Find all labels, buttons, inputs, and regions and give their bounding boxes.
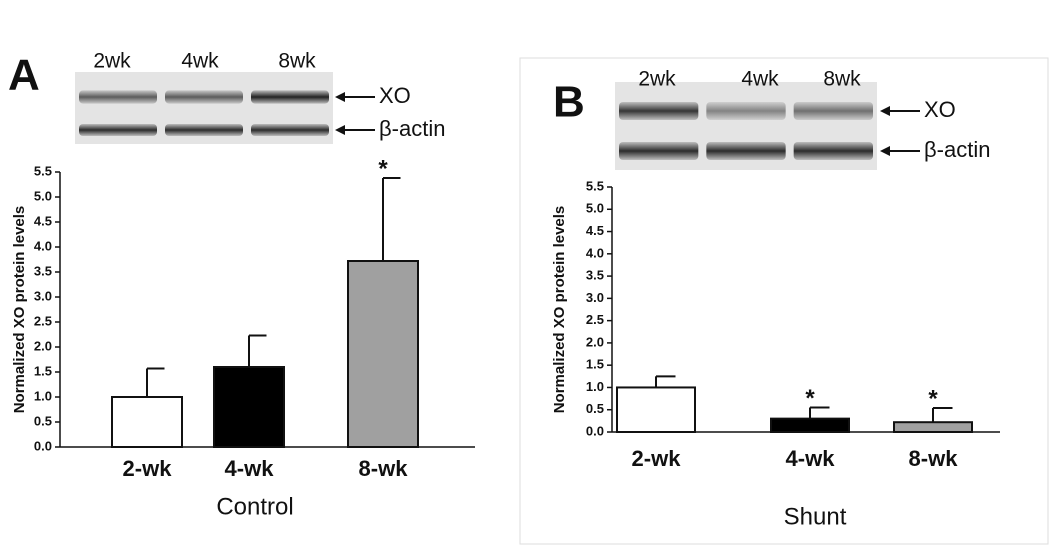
panel-label: A (8, 51, 40, 100)
blot-band (793, 102, 873, 120)
y-tick-label: 3.0 (586, 290, 604, 305)
blot-lane-label: 2wk (93, 50, 131, 73)
blot-row-label: β-actin (924, 137, 990, 162)
y-tick-label: 3.0 (34, 288, 52, 303)
x-axis-label: Shunt (784, 503, 847, 530)
y-axis-label: Normalized XO protein levels (11, 206, 28, 414)
y-axis-label: Normalized XO protein levels (551, 206, 568, 414)
x-tick-label: 2-wk (632, 446, 682, 471)
blot-band (793, 142, 873, 160)
y-tick-label: 0.5 (586, 401, 604, 416)
blot-arrowhead (335, 92, 345, 102)
blot-row-label: XO (924, 97, 956, 122)
y-tick-label: 2.0 (34, 338, 52, 353)
blot-lane-label: 8wk (823, 68, 861, 91)
blot-lane-label: 4wk (181, 50, 219, 73)
y-tick-label: 2.5 (586, 312, 604, 327)
y-tick-label: 5.0 (586, 201, 604, 216)
blot-band (619, 142, 699, 160)
blot-band (706, 102, 786, 120)
y-tick-label: 3.5 (586, 268, 604, 283)
blot-band (619, 102, 699, 120)
panel-border (519, 57, 1049, 545)
y-tick-label: 4.0 (34, 238, 52, 253)
y-tick-label: 1.5 (586, 357, 604, 372)
blot-row-label: XO (379, 83, 411, 108)
blot-band (706, 142, 786, 160)
x-tick-label: 2-wk (123, 456, 173, 481)
y-tick-label: 1.0 (34, 388, 52, 403)
bar (213, 366, 285, 448)
blot-band (79, 124, 157, 136)
y-tick-label: 5.0 (34, 188, 52, 203)
bar (770, 417, 850, 433)
blot-arrowhead (880, 106, 890, 116)
blot-band (165, 90, 243, 104)
y-tick-label: 4.5 (34, 213, 52, 228)
blot-arrowhead (880, 146, 890, 156)
y-tick-label: 0.5 (34, 413, 52, 428)
significance-marker: * (805, 385, 815, 412)
y-tick-label: 0.0 (34, 438, 52, 453)
blot-band (251, 124, 329, 136)
y-tick-label: 5.5 (34, 163, 52, 178)
x-tick-label: 4-wk (225, 456, 275, 481)
bar (347, 260, 419, 448)
blot-row-label: β-actin (379, 116, 445, 141)
x-tick-label: 8-wk (909, 446, 959, 471)
blot-band (79, 90, 157, 104)
y-tick-label: 1.5 (34, 363, 52, 378)
panel-label: B (553, 78, 585, 127)
blot-lane-label: 2wk (638, 68, 676, 91)
y-tick-label: 2.0 (586, 334, 604, 349)
blot-band (251, 90, 329, 104)
y-tick-label: 5.5 (586, 178, 604, 193)
bar (616, 386, 696, 434)
x-axis-label: Control (216, 493, 293, 520)
y-tick-label: 1.0 (586, 379, 604, 394)
bar (111, 396, 183, 448)
y-tick-label: 0.0 (586, 423, 604, 438)
blot-lane-label: 4wk (741, 68, 779, 91)
y-tick-label: 4.0 (586, 245, 604, 260)
bar (893, 421, 973, 434)
blot-arrowhead (335, 125, 345, 135)
blot-band (165, 124, 243, 136)
y-tick-label: 4.5 (586, 223, 604, 238)
blot-lane-label: 8wk (278, 50, 316, 73)
y-tick-label: 2.5 (34, 313, 52, 328)
significance-marker: * (928, 385, 938, 412)
x-tick-label: 4-wk (786, 446, 836, 471)
x-tick-label: 8-wk (359, 456, 409, 481)
significance-marker: * (378, 155, 388, 182)
y-tick-label: 3.5 (34, 263, 52, 278)
